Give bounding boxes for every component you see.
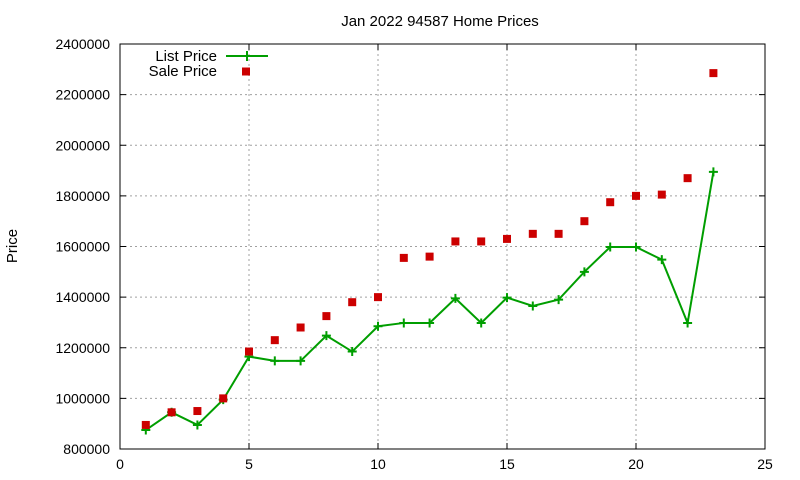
y-tick-label: 2200000 (55, 87, 110, 103)
x-tick-labels: 0 5 10 15 20 25 (116, 456, 773, 472)
chart-title: Jan 2022 94587 Home Prices (341, 13, 539, 30)
y-tick-label: 1000000 (55, 390, 110, 406)
sale-price-marker (425, 252, 434, 261)
list-price-marker (528, 301, 538, 311)
y-tick-labels: 800000 1000000 1200000 1400000 1600000 180000… (55, 36, 110, 457)
list-price-marker (399, 318, 409, 328)
sale-price-marker (503, 234, 511, 243)
sale-price-marker (322, 312, 331, 321)
list-price-marker (296, 356, 306, 366)
list-price-marker (450, 293, 460, 303)
y-tick-label: 2400000 (55, 36, 110, 52)
legend-label-sale-price: Sale Price (149, 63, 217, 80)
sale-price-marker (270, 336, 279, 345)
y-tick-label: 2000000 (55, 137, 110, 153)
sale-price-marker (554, 229, 563, 238)
list-price-marker (605, 242, 615, 252)
list-price-marker (321, 331, 331, 341)
list-price-marker (373, 321, 383, 331)
y-tick-label: 800000 (63, 441, 110, 457)
axis-ticks (119, 43, 766, 450)
list-price-marker (270, 356, 280, 366)
list-price-marker (657, 255, 667, 265)
y-tick-label: 1200000 (55, 340, 110, 356)
sale-price-marker (451, 237, 460, 246)
sale-price-marker (657, 190, 666, 199)
list-price-marker (425, 318, 435, 328)
x-tick-label: 10 (370, 456, 386, 472)
list-price-line (145, 171, 715, 431)
list-price-marker (554, 295, 564, 305)
data-series (141, 69, 718, 435)
y-tick-label: 1400000 (55, 289, 110, 305)
legend: List Price Sale Price (149, 48, 268, 80)
list-price-marker (476, 318, 486, 328)
list-price-marker (579, 267, 589, 277)
sale-price-marker (193, 407, 202, 416)
sale-price-marker (167, 408, 176, 417)
x-tick-label: 0 (116, 456, 124, 472)
sale-price-marker (528, 229, 537, 238)
legend-label-list-price: List Price (155, 48, 217, 65)
sale-price-marker (219, 394, 228, 403)
sale-price-marker (399, 253, 408, 262)
y-tick-label: 1800000 (55, 188, 110, 204)
sale-price-marker (374, 293, 382, 302)
sale-price-marker (245, 347, 253, 356)
sale-price-marker (580, 217, 589, 226)
list-price-marker (708, 167, 718, 177)
sale-price-marker (606, 198, 615, 207)
list-price-marker (347, 347, 357, 357)
sale-price-marker (632, 191, 640, 200)
x-tick-label: 5 (245, 456, 253, 472)
legend-marker-list-price (242, 51, 252, 61)
sale-price-marker (348, 298, 357, 307)
y-axis-label: Price (4, 229, 21, 263)
x-tick-label: 20 (628, 456, 644, 472)
list-price-marker (192, 420, 202, 430)
x-tick-label: 25 (757, 456, 773, 472)
y-tick-label: 1600000 (55, 239, 110, 255)
sale-price-marker (683, 174, 692, 183)
x-tick-label: 15 (499, 456, 515, 472)
list-price-marker (502, 293, 512, 303)
sale-price-marker (141, 420, 150, 429)
legend-marker-sale-price (242, 67, 250, 76)
grid-lines (120, 44, 765, 449)
list-price-marker (631, 242, 641, 252)
list-price-marker (683, 318, 693, 328)
sale-price-marker (477, 237, 486, 246)
sale-price-marker (709, 69, 718, 78)
sale-price-marker (296, 323, 305, 332)
